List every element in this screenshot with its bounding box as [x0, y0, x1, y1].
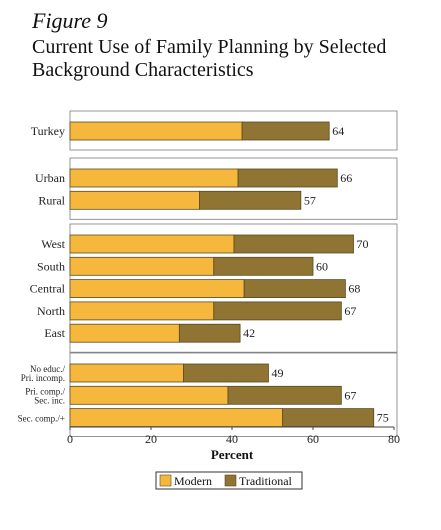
legend-label: Traditional — [239, 474, 293, 488]
legend: Modern Traditional — [155, 471, 303, 490]
bar-segment-modern — [69, 256, 215, 276]
total-value-label: 57 — [304, 193, 316, 207]
category-label: Rural — [38, 193, 65, 207]
bar-segment-traditional — [213, 256, 314, 276]
bar-segment-traditional — [213, 301, 342, 321]
total-value-label: 70 — [357, 237, 369, 251]
total-value-label: 60 — [316, 259, 328, 273]
total-value-label: 68 — [348, 282, 360, 296]
bar-segment-modern — [69, 323, 180, 343]
bar-segment-modern — [69, 301, 215, 321]
legend-swatch — [224, 474, 237, 487]
bars-layer — [69, 121, 375, 428]
total-value-label: 67 — [344, 304, 356, 318]
bar-segment-traditional — [233, 234, 354, 254]
bar-segment-modern — [69, 385, 229, 405]
category-label: Urban — [35, 171, 65, 185]
bar-segment-traditional — [227, 385, 342, 405]
bar-segment-modern — [69, 408, 284, 428]
x-tick-label: 40 — [226, 432, 238, 446]
category-label: No educ./Pri. incomp. — [21, 364, 66, 383]
bar-segment-modern — [69, 121, 243, 141]
bar-segment-modern — [69, 234, 235, 254]
total-value-label: 66 — [340, 171, 352, 185]
total-value-label: 49 — [271, 366, 283, 380]
bar-segment-modern — [69, 168, 239, 188]
figure-label: Figure 9 — [32, 8, 108, 33]
category-label: Sec. comp./+ — [18, 414, 65, 424]
x-axis: 0 20 40 60 80 — [67, 426, 400, 446]
chart-title: Current Use of Family Planning by Select… — [32, 36, 387, 81]
category-label: Central — [30, 282, 66, 296]
total-value-label: 67 — [344, 388, 356, 402]
bar-segment-modern — [69, 190, 201, 210]
bar-segment-traditional — [282, 408, 375, 428]
x-tick-label: 0 — [67, 432, 73, 446]
total-value-label: 75 — [377, 411, 389, 425]
category-label: Pri. comp./Sec. inc. — [25, 386, 65, 405]
total-labels: 64 66 57 70 60 68 67 42 49 67 75 — [243, 124, 389, 425]
total-value-label: 42 — [243, 326, 255, 340]
bar-segment-traditional — [182, 363, 269, 383]
legend-label: Modern — [174, 474, 212, 488]
group-panel — [69, 157, 398, 220]
x-tick-label: 60 — [307, 432, 319, 446]
bar-segment-traditional — [199, 190, 302, 210]
bar-segment-traditional — [237, 168, 338, 188]
legend-swatch — [159, 474, 172, 487]
bar-segment-traditional — [178, 323, 241, 343]
category-label: Turkey — [31, 124, 65, 138]
bar-segment-traditional — [241, 121, 330, 141]
category-label: East — [44, 326, 65, 340]
x-tick-label: 80 — [388, 432, 400, 446]
category-label: South — [37, 259, 65, 273]
category-label: West — [41, 237, 65, 251]
category-label: North — [37, 304, 65, 318]
total-value-label: 64 — [332, 124, 344, 138]
bar-segment-traditional — [243, 279, 346, 299]
x-axis-title: Percent — [211, 447, 254, 462]
bar-segment-modern — [69, 363, 184, 383]
bar-segment-modern — [69, 279, 245, 299]
x-tick-label: 20 — [145, 432, 157, 446]
category-labels: Turkey Urban Rural West South Central North Eas… — [18, 124, 66, 424]
